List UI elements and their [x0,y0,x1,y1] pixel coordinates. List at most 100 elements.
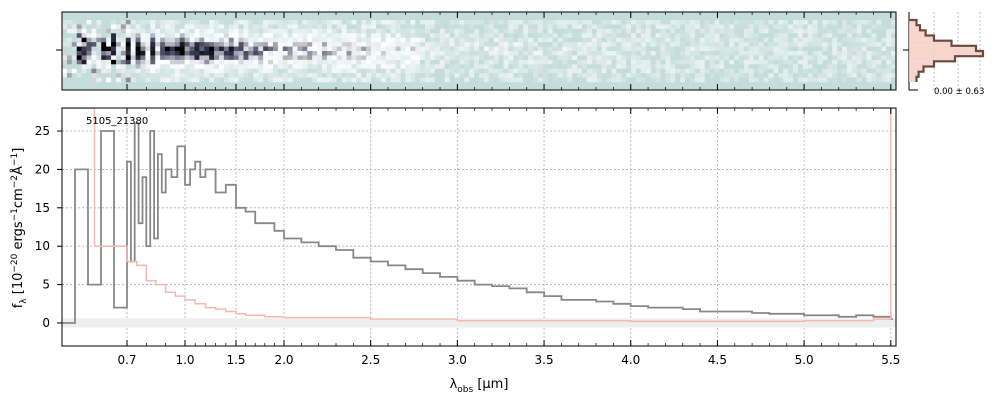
spectrum-2d-pixel [120,20,127,25]
spectrum-2d-pixel [503,64,509,70]
spectrum-2d-pixel [783,51,789,56]
spectrum-2d-pixel [817,77,823,83]
spectrum-2d-pixel [557,64,563,70]
spectrum-2d-pixel [425,68,431,74]
spectrum-2d-pixel [292,77,298,83]
spectrum-2d-pixel [518,55,524,61]
spectrum-2d-pixel [209,55,215,61]
spectrum-2d-pixel [650,68,656,74]
spectrum-2d-pixel [523,68,529,74]
spectrum-2d-pixel [86,28,92,34]
profile-bar [909,66,924,72]
spectrum-2d-pixel [670,28,676,34]
spectrum-2d-pixel [199,77,205,83]
spectrum-2d-pixel [277,77,284,83]
spectrum-2d-pixel [729,73,735,78]
spectrum-2d-pixel [508,42,514,47]
spectrum-2d-pixel [724,20,730,25]
spectrum-2d-pixel [366,33,372,39]
spectrum-2d-pixel [537,59,544,65]
spectrum-2d-pixel [753,77,759,83]
spectrum-2d-pixel [375,73,382,78]
profile-histogram [909,18,985,82]
spectrum-2d-pixel [366,28,372,34]
spectrum-2d-pixel [842,73,848,78]
spectrum-2d-pixel [763,37,769,43]
spectrum-2d-pixel [130,77,136,83]
spectrum-2d-pixel [410,64,416,70]
spectrum-2d-pixel [91,64,97,70]
spectrum-2d-pixel [233,20,239,25]
spectrum-2d-pixel [81,77,87,83]
profile-panel: 0.00 ± 0.63 [903,12,984,97]
spectrum-2d-pixel [846,51,853,56]
spectrum-2d-pixel [101,20,107,25]
spectrum-2d-pixel [474,55,480,61]
spectrum-2d-pixel [169,46,176,52]
spectrum-2d-pixel [81,51,87,56]
spectrum-2d-pixel [493,42,499,47]
spectrum-2d-pixel [272,55,279,61]
spectrum-2d-pixel [155,68,161,74]
spectrum-2d-pixel [223,28,230,34]
spectrum-2d-pixel [807,55,813,61]
spectrum-2d-pixel [209,28,215,34]
spectrum-2d-pixel [258,77,264,83]
spectrum-2d-pixel [420,28,426,34]
spectrum-2d-pixel [302,42,308,47]
spectrum-2d-pixel [861,51,867,56]
spectrum-2d-pixel [277,20,284,25]
spectrum-2d-pixel [474,73,480,78]
spectrum-2d-pixel [150,68,156,74]
spectrum-2d-pixel [469,28,475,34]
spectrum-2d-pixel [827,77,833,83]
spectrum-1d-series [62,108,893,324]
spectrum-2d-pixel [268,59,274,65]
spectrum-2d-pixel [150,77,156,83]
spectrum-2d-pixel [611,33,617,39]
spectrum-2d-pixel [591,73,598,78]
spectrum-2d-pixel [375,33,382,39]
spectrum-2d-pixel [856,77,862,83]
spectrum-2d-pixel [724,51,730,56]
spectrum-2d-pixel [326,51,333,56]
spectrum-2d-pixel [155,64,161,70]
spectrum-2d-pixel [238,55,244,61]
spectrum-2d-pixel [734,42,740,47]
spectrum-2d-pixel [763,46,769,52]
spectrum-2d-pixel [734,51,740,56]
x-tick-label: 2.5 [361,353,380,367]
profile-bar [909,76,917,82]
spectrum-2d-pixel [76,59,82,65]
spectrum-2d-pixel [729,20,735,25]
spectrum-2d-pixel [184,64,190,70]
spectrum-2d-pixel [655,51,661,56]
spectrum-2d-pixel [248,68,254,74]
spectrum-2d-pixel [356,20,362,25]
spectrum-2d-pixel [631,46,637,52]
spectrum-2d-pixel [748,42,755,47]
spectrum-2d-pixel [832,42,838,47]
spectrum-2d-pixel [331,28,338,34]
spectrum-2d-pixel [66,33,73,39]
spectrum-2d-pixel [856,64,862,70]
spectrum-2d-pixel [817,37,823,43]
spectrum-2d-pixel [680,51,686,56]
spectrum-2d-pixel [390,51,396,56]
spectrum-2d-pixel [891,59,896,65]
spectrum-2d-pixel [277,59,284,65]
spectrum-2d-pixel [150,64,156,70]
spectrum-2d-pixel [76,51,82,56]
spectrum-2d-pixel [223,64,230,70]
spectrum-2d-pixel [635,24,642,30]
spectrum-2d-pixel [238,37,244,43]
spectrum-2d-pixel [371,73,377,78]
spectrum-2d-pixel [572,28,578,34]
spectrum-2d-pixel [822,46,828,52]
spectrum-2d-pixel [174,77,181,83]
spectrum-2d-pixel [434,20,441,25]
spectrum-2d-pixel [331,77,338,83]
spectrum-2d-pixel [704,68,710,74]
spectrum-2d-pixel [837,20,843,25]
spectrum-2d-pixel [400,64,406,70]
